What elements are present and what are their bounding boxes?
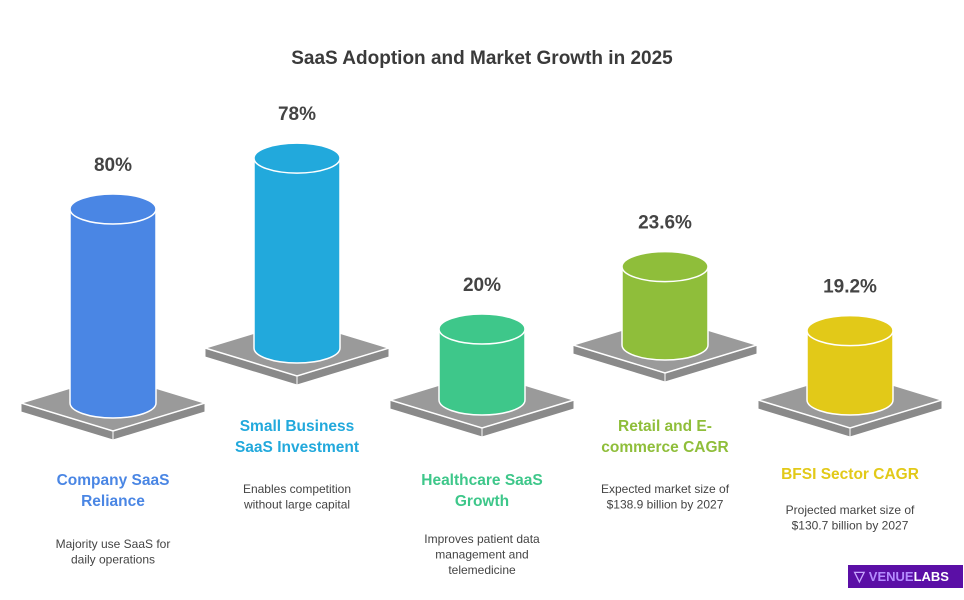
description-text: Expected market size of	[601, 482, 730, 496]
bar-group: 78% Small Business SaaS Investment Enables …	[202, 104, 392, 512]
cylinder-top	[438, 313, 526, 345]
cylinder-bar	[69, 208, 157, 419]
description-text: Majority use SaaS for	[56, 537, 171, 551]
value-label: 23.6%	[638, 213, 692, 234]
description-text: management and	[435, 548, 528, 562]
description-text: $138.9 billion by 2027	[607, 498, 724, 512]
value-label: 80%	[94, 155, 132, 176]
description-text: Improves patient data	[424, 532, 540, 546]
category-label: Healthcare SaaS	[421, 472, 543, 489]
description-text: $130.7 billion by 2027	[792, 519, 909, 533]
bar-group: 19.2% BFSI Sector CAGR Projected market si…	[755, 277, 945, 533]
category-label: Company SaaS	[57, 472, 170, 489]
cylinder-top	[621, 250, 709, 283]
venuelabs-logo: ▽ VENUELABS	[848, 565, 963, 588]
description-text: telemedicine	[448, 563, 516, 577]
category-label: Growth	[455, 493, 509, 510]
logo-icon: ▽	[854, 568, 865, 584]
cylinder-bar	[438, 328, 526, 416]
category-label: commerce CAGR	[601, 439, 729, 456]
cylinder-bar	[621, 265, 709, 361]
cylinder-bar	[806, 329, 894, 416]
category-label: BFSI Sector CAGR	[781, 466, 919, 483]
value-label: 78%	[278, 104, 316, 125]
chart-title: SaaS Adoption and Market Growth in 2025	[291, 48, 673, 69]
bar-group: 20% Healthcare SaaS Growth Improves patient…	[387, 275, 577, 577]
value-label: 20%	[463, 275, 501, 296]
description-text: Projected market size of	[786, 503, 915, 517]
value-label: 19.2%	[823, 277, 877, 298]
bar-group: 23.6% Retail and E-commerce CAGR Expected …	[570, 213, 760, 512]
category-label: Retail and E-	[618, 418, 712, 435]
description-text: Enables competition	[243, 482, 351, 496]
cylinder-top	[806, 314, 894, 347]
cylinder-bar	[253, 157, 341, 364]
category-label: Small Business	[240, 418, 355, 435]
cylinder-top	[69, 193, 157, 225]
description-text: without large capital	[243, 498, 350, 512]
cylinder-top	[253, 142, 341, 174]
category-label: Reliance	[81, 493, 145, 510]
category-label: SaaS Investment	[235, 439, 359, 456]
description-text: daily operations	[71, 553, 155, 567]
bar-group: 80% Company SaaS Reliance Majority use SaaS…	[18, 155, 208, 567]
